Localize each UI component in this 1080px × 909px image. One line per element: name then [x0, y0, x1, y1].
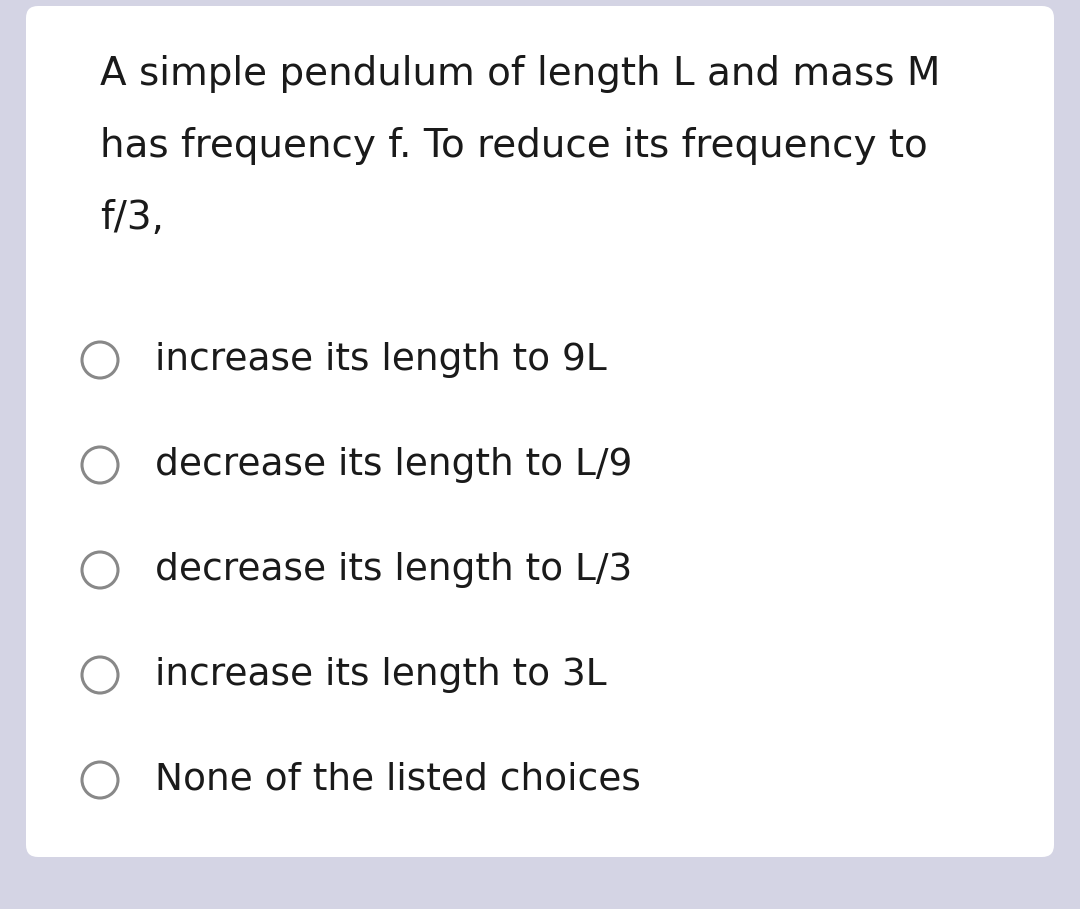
FancyBboxPatch shape [26, 6, 1054, 857]
Text: A simple pendulum of length L and mass M: A simple pendulum of length L and mass M [100, 55, 941, 93]
Text: f/3,: f/3, [100, 199, 164, 237]
Text: increase its length to 9L: increase its length to 9L [156, 342, 607, 378]
Text: has frequency f. To reduce its frequency to: has frequency f. To reduce its frequency… [100, 127, 928, 165]
Text: decrease its length to L/3: decrease its length to L/3 [156, 552, 632, 588]
Text: decrease its length to L/9: decrease its length to L/9 [156, 447, 633, 483]
Text: None of the listed choices: None of the listed choices [156, 762, 640, 798]
Text: increase its length to 3L: increase its length to 3L [156, 657, 607, 693]
